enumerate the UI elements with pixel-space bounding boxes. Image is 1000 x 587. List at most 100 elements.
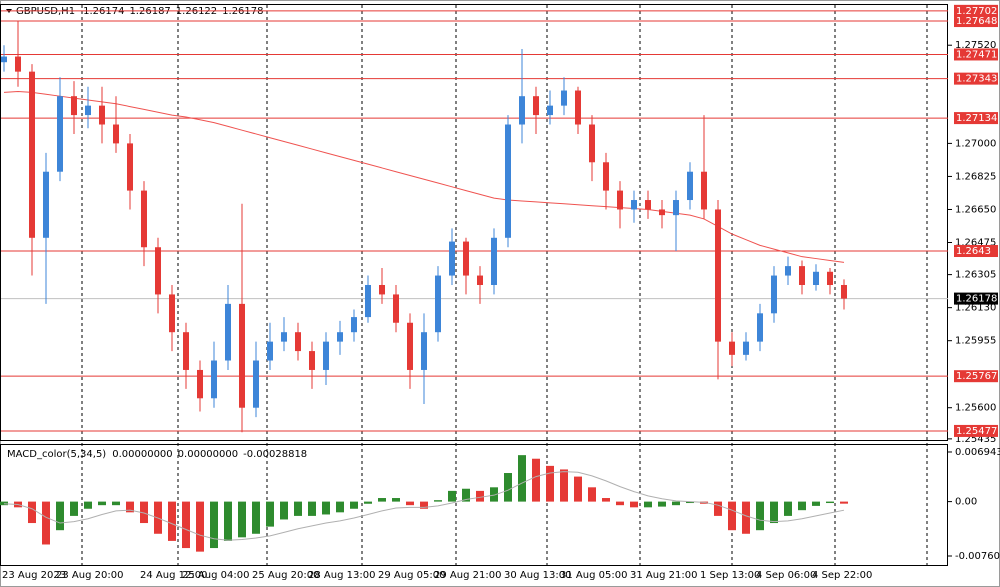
header-value: 0.00000000 xyxy=(178,449,238,460)
macd-bar xyxy=(658,501,666,507)
candle-body xyxy=(295,332,301,352)
candle-body xyxy=(827,271,833,285)
candle-body xyxy=(225,303,231,361)
y-tick-label: 1.26475 xyxy=(955,238,996,249)
macd-bar xyxy=(280,501,288,520)
level-label: 1.2643 xyxy=(956,246,991,257)
macd-bar xyxy=(546,465,554,502)
level-box xyxy=(954,424,998,437)
macd-bar xyxy=(420,501,428,509)
macd-bar xyxy=(28,501,36,524)
level-label: 1.27471 xyxy=(956,49,997,60)
candle-body xyxy=(127,143,133,191)
macd-bar xyxy=(294,501,302,516)
candle-body xyxy=(799,266,805,285)
candle-body xyxy=(57,96,63,172)
macd-bar xyxy=(182,501,190,549)
candle-body xyxy=(771,275,777,314)
candle-body xyxy=(841,284,847,299)
header-value: 1.26187 xyxy=(129,6,170,17)
x-tick-label: 1 Sep 13:00 xyxy=(700,570,760,581)
candle-body xyxy=(211,360,217,399)
candle-body xyxy=(463,241,469,276)
level-label: 1.27702 xyxy=(956,6,997,17)
level-box xyxy=(954,72,998,85)
macd-bar xyxy=(56,501,64,531)
x-tick-label: 31 Aug 05:00 xyxy=(560,570,627,581)
candle-body xyxy=(337,332,343,342)
candle-body xyxy=(379,284,385,295)
candle-body xyxy=(253,360,259,408)
candle-body xyxy=(43,171,49,238)
candle-body xyxy=(351,317,357,333)
candle-body xyxy=(491,237,497,285)
macd-bar xyxy=(378,498,386,502)
current-price-label: 1.26178 xyxy=(956,294,997,305)
level-box xyxy=(954,48,998,61)
macd-bar xyxy=(126,501,134,513)
y-tick-label: 1.27520 xyxy=(955,40,996,51)
level-label: 1.25767 xyxy=(956,371,997,382)
candle-body xyxy=(617,190,623,210)
candle-body xyxy=(267,341,273,361)
candle-body xyxy=(421,332,427,370)
macd-bar xyxy=(672,501,680,506)
candle-body xyxy=(589,124,595,163)
macd-bar xyxy=(350,501,358,509)
macd-bar xyxy=(616,501,624,506)
macd-bar xyxy=(196,501,204,552)
candle-body xyxy=(141,190,147,248)
candle-body xyxy=(1,56,7,63)
macd-bar xyxy=(0,501,8,506)
macd-bar xyxy=(210,501,218,549)
level-label: 1.27134 xyxy=(956,113,997,124)
candle-body xyxy=(645,200,651,210)
candle-body xyxy=(673,200,679,216)
macd-bar xyxy=(84,501,92,509)
macd-bar xyxy=(392,498,400,502)
candle-body xyxy=(323,341,329,370)
x-tick-label: 23 Aug 2023 xyxy=(2,570,66,581)
signal-line xyxy=(3,471,845,541)
candle-body xyxy=(309,351,315,370)
y-tick-label: 1.25435 xyxy=(955,434,996,445)
candle-body xyxy=(281,332,287,342)
macd-bar xyxy=(98,501,106,506)
candle-body xyxy=(715,209,721,342)
candle-body xyxy=(533,96,539,116)
level-label: 1.27343 xyxy=(956,74,997,85)
candle-body xyxy=(701,171,707,210)
x-tick-label: 30 Aug 13:00 xyxy=(504,570,571,581)
macd-bar xyxy=(406,501,414,506)
macd-bar xyxy=(756,501,764,531)
candle-body xyxy=(729,341,735,355)
macd-bar xyxy=(42,501,50,545)
macd-bar xyxy=(798,501,806,511)
macd-bar xyxy=(644,501,652,508)
candle-body xyxy=(239,303,245,408)
x-tick-label: 4 Sep 06:00 xyxy=(756,570,816,581)
x-tick-label: 25 Aug 20:00 xyxy=(252,570,319,581)
indicator-title: MACD_color(5,34,5) xyxy=(7,449,106,460)
candle-body xyxy=(519,96,525,125)
candle-body xyxy=(757,313,763,342)
candle-body xyxy=(169,294,175,333)
macd-bar xyxy=(224,501,232,541)
macd-bar xyxy=(588,487,596,502)
candle-body xyxy=(785,266,791,276)
candle-body xyxy=(29,71,35,238)
header-value: 1.26178 xyxy=(222,6,263,17)
y-tick-label: 0.00 xyxy=(955,497,977,508)
candle-body xyxy=(71,96,77,116)
macd-bar xyxy=(448,490,456,502)
candle-body xyxy=(393,294,399,323)
macd-bar xyxy=(308,501,316,516)
candle-body xyxy=(365,284,371,318)
macd-bar xyxy=(728,501,736,531)
level-box xyxy=(954,245,998,258)
candle-body xyxy=(197,369,203,399)
symbol-title: GBPUSD,H1 xyxy=(16,6,75,17)
level-box xyxy=(954,112,998,125)
